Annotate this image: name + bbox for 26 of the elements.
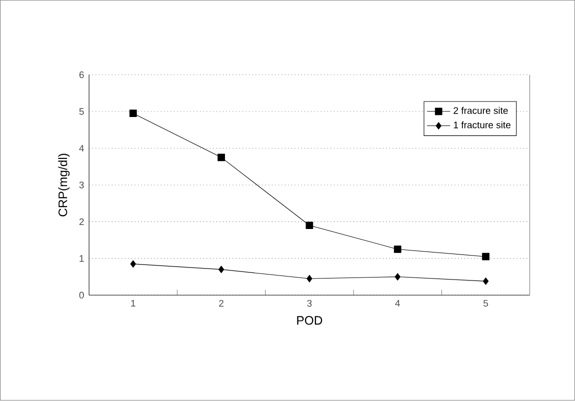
y-axis-title: CRP(mg/dl) [58,154,70,217]
legend-label: 2 fracure site [454,107,508,114]
y-tick-label: 4 [79,145,84,152]
point [218,266,224,274]
y-tick-label: 6 [79,72,84,78]
y-tick-label: 1 [80,255,84,262]
legend-label: 1 fracture site [454,122,510,129]
point [394,273,400,281]
x-tick-label: 2 [219,300,224,307]
x-tick-label: 5 [483,300,488,307]
y-tick-label: 0 [79,292,84,299]
y-tick-label: 3 [79,182,84,189]
point [130,260,136,268]
point [129,110,137,118]
point [482,253,490,260]
point [394,246,402,254]
point [306,275,312,283]
x-tick-label: 4 [395,300,400,307]
x-axis-title: POD [297,316,322,325]
y-tick-label: 5 [79,108,84,116]
point [482,278,489,286]
point [218,154,225,162]
x-tick-label: 1 [131,300,136,307]
point [306,222,314,230]
x-tick-label: 3 [307,300,312,307]
y-tick-label: 2 [79,218,84,226]
